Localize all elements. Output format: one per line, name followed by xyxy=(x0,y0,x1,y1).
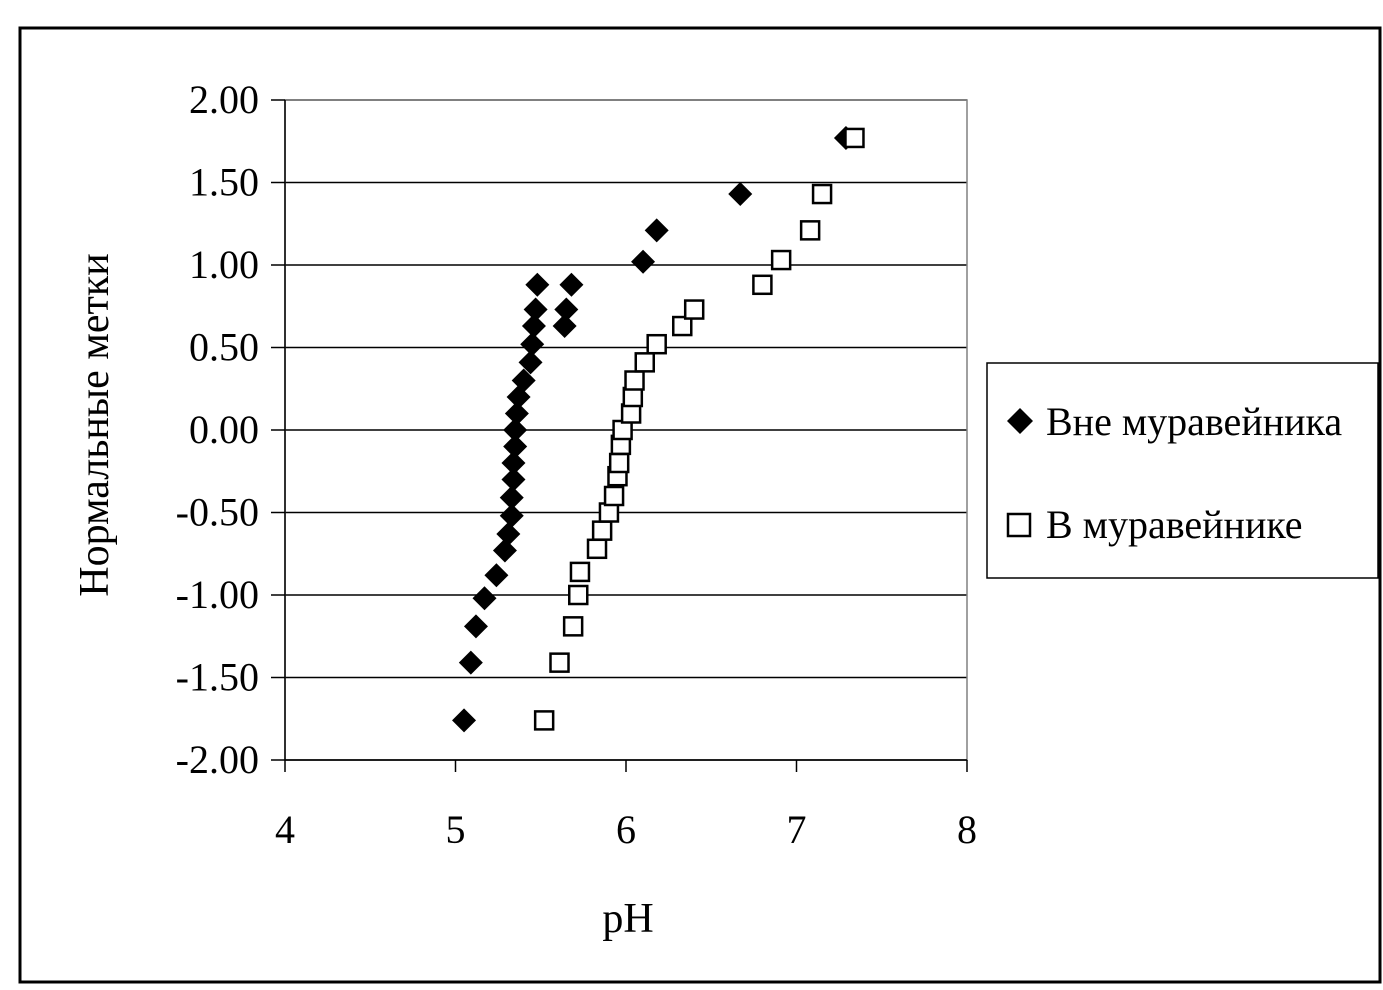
y-tick-label: 0.00 xyxy=(189,407,259,452)
y-tick-label: 1.00 xyxy=(189,242,259,287)
y-tick-label: -2.00 xyxy=(176,737,259,782)
data-point-diamond xyxy=(484,563,509,588)
y-tick-label: -0.50 xyxy=(176,490,259,535)
data-point-square xyxy=(634,352,656,373)
data-point-square xyxy=(591,520,613,541)
data-point-square xyxy=(562,616,584,637)
data-point-square xyxy=(683,299,705,320)
data-point-square xyxy=(586,538,608,560)
data-point-square xyxy=(549,652,570,673)
legend-label-inside-anthill: В муравейнике xyxy=(1046,502,1303,547)
y-tick-label: 0.50 xyxy=(189,325,259,370)
data-point-diamond xyxy=(463,614,488,639)
data-point-diamond xyxy=(472,586,497,611)
data-point-diamond xyxy=(554,297,579,322)
x-tick-labels: 4 5 6 7 8 xyxy=(275,807,977,852)
data-point-diamond xyxy=(504,401,529,426)
x-tick-label: 6 xyxy=(616,807,636,852)
x-tick-label: 8 xyxy=(957,807,977,852)
y-tick-label: -1.00 xyxy=(176,572,259,617)
data-point-square xyxy=(799,220,821,241)
x-tick-label: 4 xyxy=(275,807,295,852)
data-point-diamond xyxy=(499,503,524,528)
data-point-square xyxy=(844,127,865,149)
data-point-diamond xyxy=(511,368,536,393)
data-point-square xyxy=(646,333,667,355)
legend-marker-diamond-icon xyxy=(1007,408,1033,434)
data-point-diamond xyxy=(503,418,528,442)
y-tick-label: 1.50 xyxy=(189,160,259,205)
data-point-diamond xyxy=(520,332,545,357)
data-series xyxy=(452,125,865,733)
data-point-diamond xyxy=(458,650,483,675)
data-point-diamond xyxy=(501,451,526,475)
y-axis-label: Нормальные метки xyxy=(72,253,118,596)
data-point-square xyxy=(770,249,792,271)
data-point-diamond xyxy=(728,182,753,207)
legend: Вне муравейника В муравейнике xyxy=(986,362,1379,579)
axes xyxy=(271,99,968,772)
data-point-square xyxy=(608,452,630,474)
legend-box xyxy=(986,362,1379,579)
data-point-diamond xyxy=(559,272,584,297)
data-point-diamond xyxy=(523,297,548,322)
data-point-diamond xyxy=(552,314,577,339)
data-point-diamond xyxy=(525,272,550,297)
data-point-diamond xyxy=(503,434,528,459)
data-point-square xyxy=(569,561,591,583)
data-point-diamond xyxy=(631,249,656,274)
y-tick-label: -1.50 xyxy=(176,655,259,700)
data-point-square xyxy=(568,584,589,606)
series-1 xyxy=(533,127,865,731)
data-point-diamond xyxy=(452,708,477,733)
data-point-diamond xyxy=(499,485,524,510)
y-tick-labels: 2.00 1.50 1.00 0.50 0.00 -0.50 -1.00 -1.50 -2.00 xyxy=(176,77,259,782)
data-point-diamond xyxy=(492,538,517,563)
data-point-diamond xyxy=(496,521,521,546)
x-axis-label: pH xyxy=(602,896,653,942)
data-point-square xyxy=(752,274,773,296)
x-tick-label: 5 xyxy=(446,807,466,852)
data-point-diamond xyxy=(644,218,669,243)
legend-marker-square-icon xyxy=(1006,512,1032,538)
data-point-square xyxy=(672,315,693,337)
data-point-diamond xyxy=(521,314,546,339)
legend-label-outside-anthill: Вне муравейника xyxy=(1046,399,1342,444)
data-point-square xyxy=(811,183,833,205)
data-point-square xyxy=(603,485,625,507)
x-tick-label: 7 xyxy=(787,807,807,852)
data-point-diamond xyxy=(501,467,526,492)
data-point-square xyxy=(624,370,645,391)
data-point-diamond xyxy=(518,350,543,375)
y-tick-label: 2.00 xyxy=(189,77,259,122)
data-point-square xyxy=(533,710,555,731)
